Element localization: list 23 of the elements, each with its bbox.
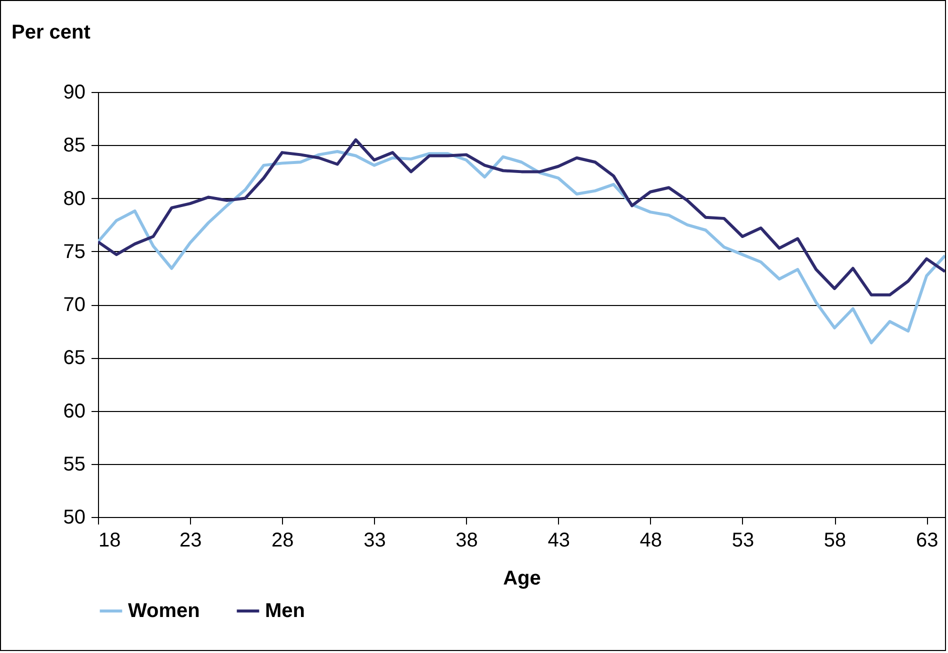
y-tick-label: 50	[63, 506, 86, 528]
y-tick-label: 90	[63, 82, 86, 104]
legend-label: Men	[265, 600, 305, 622]
x-tick-label: 43	[548, 530, 570, 552]
x-tick-label: 58	[824, 530, 846, 552]
y-tick-label: 55	[63, 453, 86, 476]
x-tick-label: 23	[179, 530, 202, 552]
x-tick-label: 53	[732, 530, 754, 552]
x-tick-label: 48	[640, 530, 662, 552]
x-tick-label: 33	[364, 530, 386, 552]
y-tick-label: 85	[63, 134, 86, 157]
x-tick-label: 18	[98, 530, 121, 552]
y-tick-label: 75	[63, 240, 86, 263]
y-tick-label: 65	[63, 347, 86, 370]
y-tick-label: 80	[63, 188, 86, 210]
legend-label: Women	[128, 600, 200, 622]
y-axis-title: Per cent	[12, 22, 91, 44]
x-tick-label: 38	[456, 530, 478, 552]
x-axis-title: Age	[503, 568, 541, 590]
x-tick-label: 63	[916, 530, 938, 552]
y-tick-label: 60	[63, 400, 86, 422]
y-tick-label: 70	[63, 294, 86, 316]
x-tick-label: 28	[272, 530, 294, 552]
